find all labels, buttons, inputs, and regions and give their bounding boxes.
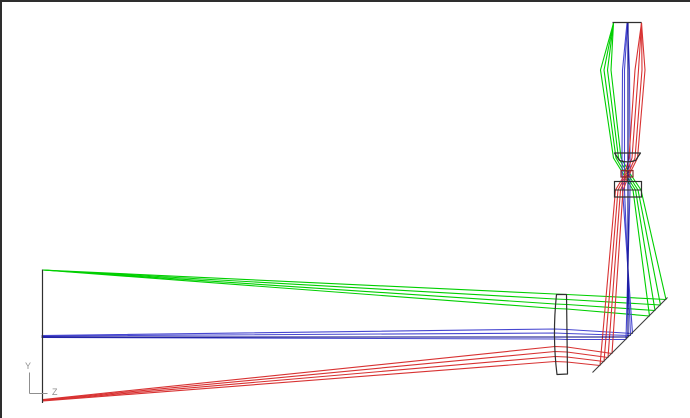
aperture-stop: [620, 169, 634, 178]
relay-doublet-outline: [613, 180, 643, 198]
red-field-ray-4: [42, 22, 643, 402]
red-field-ray-2: [42, 22, 643, 401]
red-field-ray-3: [42, 22, 643, 402]
green-field-ray-4: [42, 22, 651, 317]
fold-mirror: [592, 297, 668, 373]
axis-y-label: Y: [25, 361, 32, 371]
axis-z-label: Z: [52, 387, 58, 397]
head-lens: [613, 152, 642, 163]
green-field-ray-2: [42, 22, 662, 306]
main-lens: [553, 293, 569, 376]
blue-axial-ray-1: [41, 22, 634, 337]
green-field-ray-3: [42, 22, 656, 312]
green-field-ray-1: [42, 22, 667, 301]
